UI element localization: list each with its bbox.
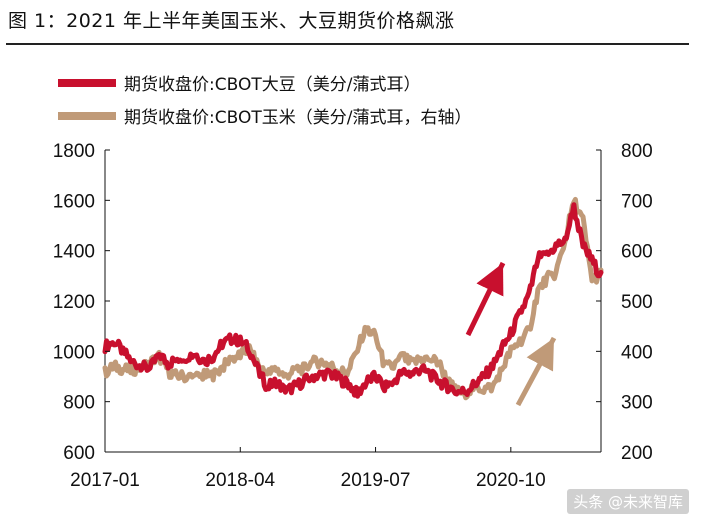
y-right-tick-label: 800 (621, 141, 653, 162)
y-left-tick-label: 1200 (53, 292, 95, 313)
title-divider (6, 43, 689, 45)
y-right-tick-label: 300 (621, 393, 653, 414)
y-right-tick-label: 600 (621, 242, 653, 263)
x-tick-label: 2018-04 (205, 470, 275, 491)
y-right-tick-label: 200 (621, 443, 653, 464)
y-left-tick-label: 1800 (53, 141, 95, 162)
source-watermark: 头条 @未来智库 (567, 489, 689, 514)
y-left-tick-label: 1400 (53, 242, 95, 263)
corn-rise-arrow (515, 336, 557, 407)
y-axis-right: 200 300 400 500 600 700 800 (596, 141, 653, 464)
series-line-corn (102, 196, 604, 401)
y-left-tick-label: 600 (63, 443, 95, 464)
y-left-tick-label: 1600 (53, 191, 95, 212)
x-tick-label: 2019-07 (341, 470, 411, 491)
series-line-soy (102, 202, 604, 399)
y-axis-left: 600 800 1000 1200 1400 1600 1800 (53, 141, 110, 464)
legend-label-corn: 期货收盘价:CBOT玉米（美分/蒲式耳，右轴） (124, 108, 471, 128)
series-layer (102, 196, 604, 401)
y-left-tick-label: 800 (63, 393, 95, 414)
y-right-tick-label: 500 (621, 292, 653, 313)
figure-title: 图 1：2021 年上半年美国玉米、大豆期货价格飙涨 (8, 10, 455, 32)
chart-legend: 期货收盘价:CBOT大豆（美分/蒲式耳） 期货收盘价:CBOT玉米（美分/蒲式耳… (58, 75, 471, 128)
y-right-tick-label: 400 (621, 342, 653, 363)
legend-label-soy: 期货收盘价:CBOT大豆（美分/蒲式耳） (124, 75, 420, 95)
soy-rise-arrow (465, 261, 506, 337)
x-tick-label: 2020-10 (476, 470, 546, 491)
x-axis: 2017-01 2018-04 2019-07 2020-10 (70, 447, 546, 491)
y-left-tick-label: 1000 (53, 342, 95, 363)
y-right-tick-label: 700 (621, 191, 653, 212)
x-tick-label: 2017-01 (70, 470, 140, 491)
